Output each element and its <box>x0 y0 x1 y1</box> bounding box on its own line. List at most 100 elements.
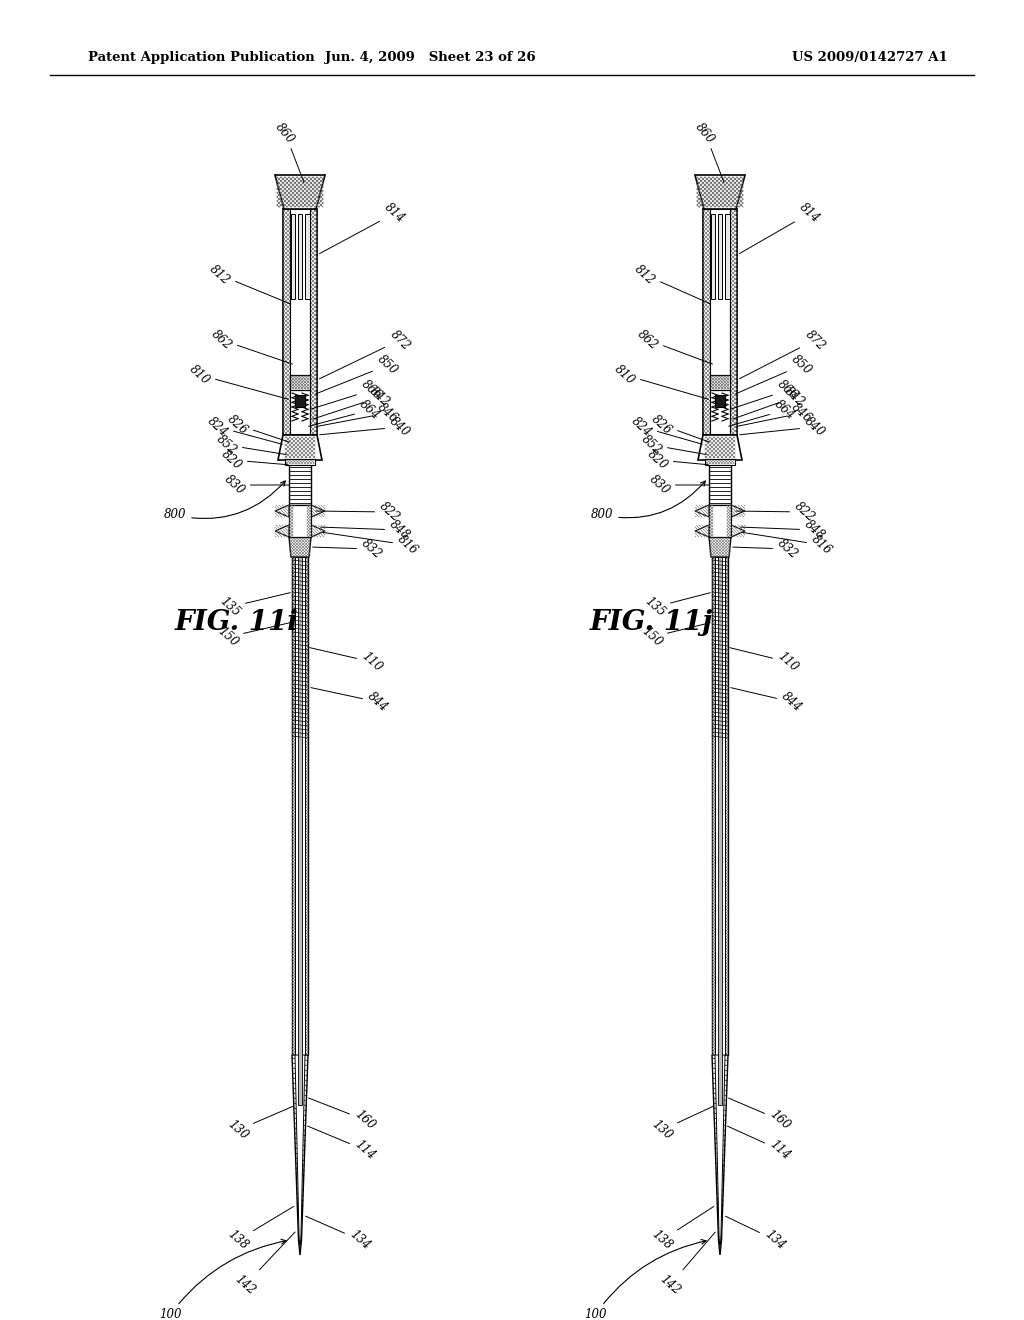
Polygon shape <box>712 557 728 1055</box>
Polygon shape <box>709 506 731 537</box>
Text: 110: 110 <box>730 648 801 675</box>
Polygon shape <box>295 1055 305 1250</box>
Text: 846: 846 <box>736 401 815 426</box>
Polygon shape <box>292 557 308 1055</box>
Polygon shape <box>278 436 322 459</box>
Text: 826: 826 <box>649 413 710 442</box>
Text: 130: 130 <box>649 1106 714 1142</box>
Text: 142: 142 <box>232 1232 295 1298</box>
Text: 872: 872 <box>319 327 413 379</box>
Text: 134: 134 <box>725 1216 787 1253</box>
Text: 844: 844 <box>731 688 805 714</box>
Polygon shape <box>283 209 317 436</box>
Text: 848: 848 <box>321 517 413 543</box>
Text: 816: 816 <box>742 532 835 557</box>
Text: Patent Application Publication: Patent Application Publication <box>88 50 314 63</box>
Text: 840: 840 <box>739 414 827 440</box>
Text: 866: 866 <box>310 378 385 409</box>
Text: 842: 842 <box>312 384 393 420</box>
Polygon shape <box>731 506 745 517</box>
Polygon shape <box>290 375 310 389</box>
Text: 852: 852 <box>214 433 287 457</box>
Text: 872: 872 <box>739 327 827 379</box>
Polygon shape <box>731 525 745 537</box>
Text: 114: 114 <box>727 1126 793 1163</box>
Text: 830: 830 <box>222 473 289 498</box>
Text: 110: 110 <box>309 648 385 675</box>
Polygon shape <box>710 375 730 389</box>
Polygon shape <box>715 395 725 407</box>
Text: 820: 820 <box>645 447 709 473</box>
Text: 850: 850 <box>315 352 400 393</box>
Text: FIG. 11i: FIG. 11i <box>175 609 299 636</box>
Text: 135: 135 <box>217 593 290 619</box>
Text: 824: 824 <box>205 414 283 445</box>
Text: 816: 816 <box>323 532 421 557</box>
Polygon shape <box>725 214 729 300</box>
Text: 866: 866 <box>731 378 801 409</box>
Polygon shape <box>715 1055 725 1250</box>
Text: 864: 864 <box>308 397 383 426</box>
Text: 826: 826 <box>225 413 290 442</box>
Text: 830: 830 <box>647 473 710 498</box>
Polygon shape <box>275 506 289 517</box>
Text: 800: 800 <box>591 480 706 521</box>
Text: 150: 150 <box>215 623 290 649</box>
Polygon shape <box>718 214 722 300</box>
Text: 814: 814 <box>319 201 408 253</box>
Polygon shape <box>285 459 315 465</box>
Text: 860: 860 <box>693 120 724 182</box>
Text: 822: 822 <box>315 500 402 524</box>
Text: 160: 160 <box>308 1098 378 1133</box>
Text: 852: 852 <box>639 433 707 457</box>
Text: 812: 812 <box>207 263 291 304</box>
Text: 832: 832 <box>733 537 801 561</box>
Text: 822: 822 <box>736 500 818 524</box>
Text: 848: 848 <box>740 517 827 543</box>
Polygon shape <box>289 459 311 506</box>
Text: 862: 862 <box>635 327 713 364</box>
Text: 100: 100 <box>584 1239 707 1320</box>
Text: 814: 814 <box>739 201 822 253</box>
Polygon shape <box>295 395 305 407</box>
Polygon shape <box>311 506 325 517</box>
Text: FIG. 11j: FIG. 11j <box>590 609 714 636</box>
Polygon shape <box>289 506 311 537</box>
Polygon shape <box>715 557 725 1055</box>
Text: 832: 832 <box>312 537 385 561</box>
Polygon shape <box>705 459 735 465</box>
Polygon shape <box>698 436 742 459</box>
Text: 810: 810 <box>187 363 289 399</box>
Text: 134: 134 <box>305 1216 373 1253</box>
Text: 138: 138 <box>225 1206 294 1253</box>
Polygon shape <box>695 176 745 209</box>
Polygon shape <box>703 209 737 436</box>
Text: 812: 812 <box>632 263 711 304</box>
Polygon shape <box>298 214 302 300</box>
Text: 862: 862 <box>209 327 293 364</box>
Text: 846: 846 <box>316 401 400 426</box>
Text: 860: 860 <box>272 120 304 182</box>
Text: 840: 840 <box>319 414 413 440</box>
Polygon shape <box>292 1055 308 1255</box>
Text: 824: 824 <box>630 414 702 445</box>
Polygon shape <box>709 459 731 506</box>
Text: 800: 800 <box>164 480 286 521</box>
Polygon shape <box>695 506 709 517</box>
Text: 142: 142 <box>657 1232 715 1298</box>
Text: 864: 864 <box>729 397 798 426</box>
Polygon shape <box>711 214 715 300</box>
Polygon shape <box>289 537 311 557</box>
Text: 138: 138 <box>649 1206 714 1253</box>
Polygon shape <box>695 525 709 537</box>
Text: 810: 810 <box>612 363 709 399</box>
Text: 850: 850 <box>735 352 815 393</box>
Polygon shape <box>275 176 325 209</box>
Text: 820: 820 <box>219 447 288 473</box>
Text: 150: 150 <box>639 623 711 649</box>
Text: US 2009/0142727 A1: US 2009/0142727 A1 <box>793 50 948 63</box>
Polygon shape <box>311 525 325 537</box>
Text: 100: 100 <box>159 1239 286 1320</box>
Polygon shape <box>295 557 305 1055</box>
Text: 844: 844 <box>310 688 391 714</box>
